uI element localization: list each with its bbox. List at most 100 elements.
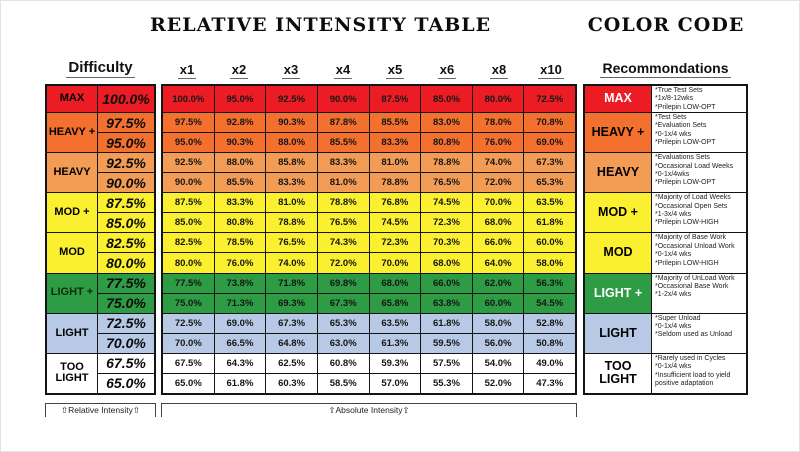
intensity-cell: 67.3%: [317, 293, 369, 313]
recommendation-line: *True Test Sets: [655, 87, 703, 94]
recommendation-line: *Prilepin LOW-HIGH: [655, 259, 719, 267]
intensity-cell: 74.5%: [369, 213, 421, 233]
multiplier-header: x10: [525, 62, 577, 79]
intensity-cell: 75.0%: [163, 293, 214, 313]
difficulty-label: TOO LIGHT: [47, 353, 97, 393]
multiplier-headers: x1 x2 x3 x4 x5 x6 x8 x10: [161, 62, 577, 79]
intensity-cell: 52.8%: [524, 313, 575, 333]
intensity-cell: 90.0%: [163, 173, 214, 193]
multiplier-header-label: x8: [489, 62, 509, 79]
relative-intensity-cell: 82.5%: [98, 233, 154, 253]
intensity-cell: 68.0%: [472, 213, 524, 233]
intensity-cell: 76.5%: [266, 233, 317, 253]
intensity-cell: 78.8%: [421, 153, 472, 173]
intensity-cell: 63.5%: [524, 193, 575, 213]
intensity-cell: 92.5%: [266, 86, 317, 112]
intensity-cell: 74.0%: [266, 253, 317, 273]
intensity-cell: 52.0%: [472, 373, 524, 393]
recommendation-line: *Occasional Open Sets: [655, 202, 728, 210]
relative-intensity-bracket: ⇧Relative Intensity⇧: [45, 403, 156, 417]
intensity-cell: 90.0%: [317, 86, 369, 112]
intensity-cell: 59.5%: [421, 333, 472, 353]
intensity-cell: 65.3%: [317, 313, 369, 333]
relative-intensity-cell: 95.0%: [98, 133, 154, 153]
multiplier-header-label: x3: [281, 62, 301, 79]
recommendation-line: *1-3x/4 wks: [655, 211, 692, 219]
intensity-cell: 58.0%: [524, 253, 575, 273]
intensity-cell: 81.0%: [266, 193, 317, 213]
recommendation-line: *Occasional Load Weeks: [655, 162, 734, 170]
intensity-cell: 77.5%: [163, 273, 214, 293]
color-code-label: MAX: [585, 86, 651, 112]
intensity-cell: 60.3%: [266, 373, 317, 393]
intensity-cell: 63.8%: [421, 293, 472, 313]
intensity-cell: 80.8%: [214, 213, 266, 233]
recommendation-line: *Prilepin LOW-OPT: [655, 179, 716, 187]
intensity-cell: 76.0%: [472, 133, 524, 153]
relative-intensity-cell: 65.0%: [98, 373, 154, 393]
recommendation-cell: *True Test Sets *1x/8-12wks *Prilepin LOW-…: [652, 86, 746, 112]
intensity-cell: 85.0%: [163, 213, 214, 233]
intensity-cell: 82.5%: [163, 233, 214, 253]
recommendation-cell: *Majority of UnLoad Work *Occasional Base…: [652, 273, 746, 313]
intensity-cell: 78.8%: [266, 213, 317, 233]
multiplier-header: x3: [265, 62, 317, 79]
color-code-label: TOO LIGHT: [585, 353, 651, 393]
recommendation-line: *Insufficient load to yield positive ada…: [655, 371, 731, 388]
difficulty-label: LIGHT +: [47, 273, 97, 313]
difficulty-header: Difficulty: [45, 59, 156, 78]
recommendation-line: *Occasional Unload Work: [655, 242, 735, 250]
intensity-cell: 70.3%: [421, 233, 472, 253]
multiplier-header: x5: [369, 62, 421, 79]
relative-intensity-cell: 100.0%: [98, 86, 154, 112]
recommendation-line: *Majority of Base Work: [655, 234, 727, 242]
recommendation-cell: *Majority of Base Work *Occasional Unload…: [652, 233, 746, 273]
intensity-cell: 49.0%: [524, 353, 575, 373]
intensity-cell: 85.0%: [421, 86, 472, 112]
relative-intensity-cell: 67.5%: [98, 353, 154, 373]
intensity-cell: 63.5%: [369, 313, 421, 333]
relative-intensity-bracket-label: ⇧Relative Intensity⇧: [61, 405, 140, 415]
intensity-cell: 56.0%: [472, 333, 524, 353]
recommendation-line: *Seldom used as Unload: [655, 331, 733, 339]
intensity-cell: 72.0%: [472, 173, 524, 193]
recommendation-cell: *Super Unload *0-1x/4 wks *Seldom used as …: [652, 313, 746, 353]
recommendation-line: *Occasional Base Work: [655, 282, 729, 290]
intensity-cell: 67.3%: [266, 313, 317, 333]
difficulty-table: MAX 100.0% HEAVY +97.5% 95.0% HEAVY 92.5% 90.0…: [45, 84, 156, 395]
recommendation-line: *1-2x/4 wks: [655, 291, 692, 299]
intensity-cell: 87.5%: [163, 193, 214, 213]
intensity-cell: 85.5%: [369, 113, 421, 133]
intensity-cell: 65.8%: [369, 293, 421, 313]
relative-intensity-cell: 70.0%: [98, 333, 154, 353]
recommendation-line: *Evaluation Sets: [655, 122, 707, 130]
intensity-cell: 90.3%: [266, 113, 317, 133]
recommendation-line: *Majority of Load Weeks: [655, 194, 731, 202]
color-code-label: HEAVY +: [585, 113, 651, 153]
intensity-cell: 70.0%: [369, 253, 421, 273]
intensity-cell: 69.8%: [317, 273, 369, 293]
intensity-cell: 74.0%: [472, 153, 524, 173]
difficulty-label: HEAVY: [47, 153, 97, 193]
difficulty-label: LIGHT: [47, 313, 97, 353]
color-code-table: MAX *True Test Sets *1x/8-12wks *Prilepin L…: [583, 84, 748, 395]
absolute-intensity-bracket-label: ⇧Absolute Intensity⇧: [328, 405, 410, 415]
color-code-label: MOD +: [585, 193, 651, 233]
intensity-cell: 78.8%: [369, 173, 421, 193]
recommendation-cell: *Majority of Load Weeks *Occasional Open …: [652, 193, 746, 233]
intensity-cell: 66.0%: [421, 273, 472, 293]
intensity-cell: 61.8%: [214, 373, 266, 393]
intensity-cell: 88.0%: [214, 153, 266, 173]
intensity-cell: 65.0%: [163, 373, 214, 393]
intensity-cell: 74.3%: [317, 233, 369, 253]
intensity-cell: 85.5%: [214, 173, 266, 193]
multiplier-header: x1: [161, 62, 213, 79]
multiplier-header-label: x5: [385, 62, 405, 79]
intensity-cell: 80.8%: [421, 133, 472, 153]
intensity-cell: 60.0%: [524, 233, 575, 253]
intensity-cell: 76.5%: [317, 213, 369, 233]
intensity-cell: 71.8%: [266, 273, 317, 293]
intensity-cell: 80.0%: [163, 253, 214, 273]
intensity-cell: 66.5%: [214, 333, 266, 353]
intensity-cell: 97.5%: [163, 113, 214, 133]
